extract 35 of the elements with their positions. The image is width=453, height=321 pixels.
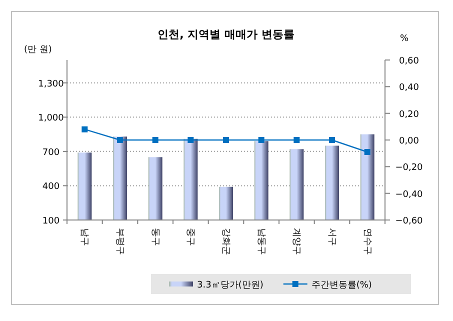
- y2-tick-label: 0,00: [398, 136, 420, 146]
- x-tick-label: 강화군: [220, 228, 231, 255]
- point: [364, 149, 370, 155]
- legend-label: 3.3㎡당가(만원): [197, 280, 264, 290]
- y-tick-label: 1,300: [38, 79, 64, 90]
- point: [82, 126, 88, 132]
- y-tick-label: 1,000: [38, 114, 64, 124]
- point: [294, 137, 300, 143]
- point: [329, 137, 335, 143]
- chart-title: 인천, 지역별 매매가 변동률: [158, 28, 294, 41]
- y-axis-title: (만 원): [24, 45, 52, 55]
- y-tick-label: 700: [42, 148, 60, 158]
- y2-tick-label: −0,40: [395, 190, 424, 200]
- y-tick-label: 400: [42, 182, 60, 192]
- x-tick-label: 동구: [150, 228, 160, 246]
- x-tick-label: 남동구: [256, 228, 266, 255]
- point: [152, 137, 158, 143]
- x-tick-label: 서구: [326, 228, 337, 246]
- x-tick-label: 부평구: [114, 228, 125, 255]
- y2-tick-label: 0,40: [398, 83, 420, 94]
- y2-tick-label: 0,60: [398, 56, 420, 66]
- legend-label: 주간변동률(%): [311, 280, 372, 290]
- y2-axis-title: %: [400, 34, 409, 44]
- point: [258, 137, 264, 143]
- y2-tick-label: −0,20: [395, 163, 424, 174]
- point: [188, 137, 194, 143]
- y2-tick-label: 0,20: [398, 110, 420, 120]
- point: [117, 137, 123, 143]
- x-tick-label: 중구: [185, 228, 196, 246]
- y2-tick-label: −0,60: [395, 216, 424, 226]
- x-tick-label: 연수구: [362, 228, 372, 255]
- point: [223, 137, 229, 143]
- x-tick-label: 계양구: [291, 228, 302, 255]
- y-tick-label: 100: [42, 216, 60, 226]
- x-tick-label: 남구: [79, 228, 90, 246]
